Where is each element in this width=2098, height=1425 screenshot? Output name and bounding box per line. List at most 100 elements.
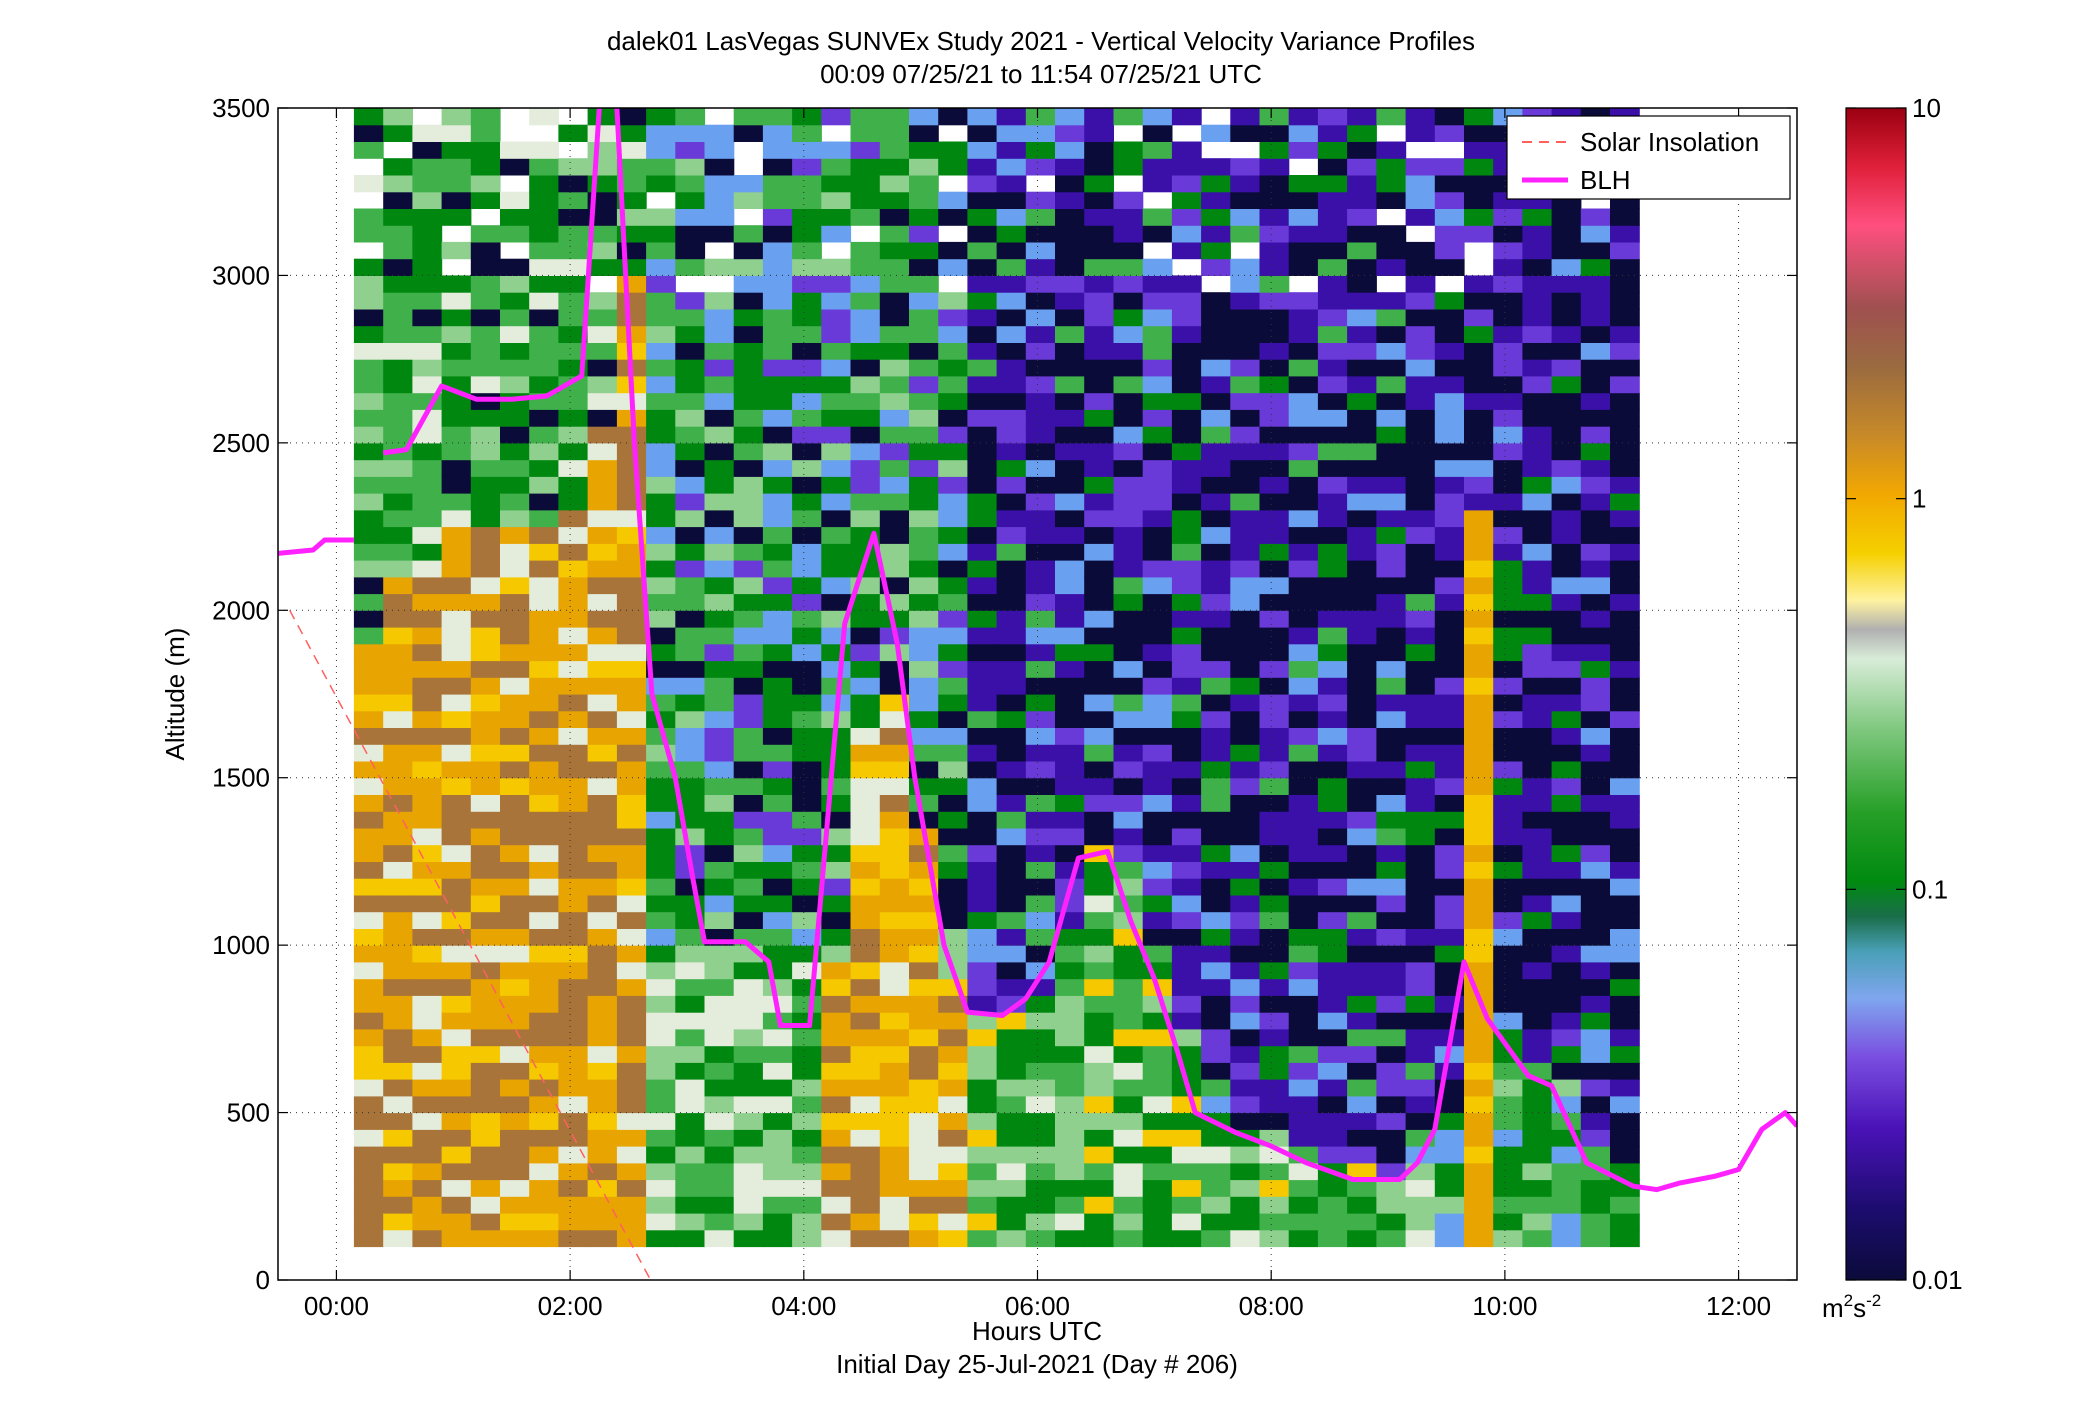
- heatmap-cell: [353, 175, 384, 193]
- heatmap-cell: [383, 777, 413, 795]
- heatmap-cell: [1025, 1012, 1056, 1030]
- heatmap-cell: [967, 928, 998, 946]
- heatmap-cell: [1522, 375, 1553, 394]
- heatmap-cell: [1230, 928, 1261, 946]
- heatmap-cell: [412, 560, 443, 578]
- heatmap-cell: [1230, 108, 1261, 126]
- heatmap-cell: [1288, 308, 1319, 327]
- heatmap-cell: [821, 1012, 852, 1030]
- heatmap-cell: [1317, 526, 1348, 544]
- heatmap-cell: [1317, 208, 1348, 226]
- heatmap-cell: [412, 961, 443, 980]
- heatmap-cell: [996, 978, 1027, 996]
- heatmap-cell: [1610, 1229, 1640, 1248]
- heatmap-cell: [1055, 292, 1085, 310]
- heatmap-cell: [500, 459, 530, 477]
- heatmap-cell: [1522, 610, 1553, 628]
- heatmap-cell: [529, 1045, 559, 1063]
- heatmap-cell: [675, 392, 706, 410]
- heatmap-cell: [500, 1179, 530, 1197]
- heatmap-cell: [616, 241, 647, 260]
- heatmap-cell: [1084, 744, 1114, 762]
- heatmap-cell: [704, 442, 735, 461]
- heatmap-cell: [1113, 308, 1144, 327]
- heatmap-cell: [1230, 308, 1261, 327]
- heatmap-cell: [1288, 1028, 1319, 1047]
- heatmap-cell: [1376, 761, 1407, 779]
- heatmap-cell: [850, 878, 881, 896]
- heatmap-cell: [1142, 710, 1173, 728]
- heatmap-cell: [500, 827, 530, 846]
- heatmap-cell: [1230, 375, 1261, 394]
- heatmap-cell: [412, 827, 443, 846]
- heatmap-cell: [500, 727, 530, 745]
- heatmap-cell: [1142, 1162, 1173, 1181]
- heatmap-cell: [383, 108, 413, 126]
- heatmap-cell: [1522, 761, 1553, 779]
- heatmap-cell: [500, 1112, 530, 1130]
- heatmap-cell: [1113, 208, 1144, 226]
- heatmap-cell: [1551, 643, 1582, 662]
- heatmap-cell: [1288, 225, 1319, 243]
- heatmap-cell: [1493, 878, 1523, 896]
- heatmap-cell: [792, 593, 822, 611]
- heatmap-cell: [733, 225, 764, 243]
- heatmap-cell: [1201, 878, 1231, 896]
- heatmap-cell: [383, 744, 413, 762]
- heatmap-cell: [558, 275, 589, 293]
- heatmap-cell: [1317, 627, 1348, 645]
- heatmap-cell: [792, 1045, 822, 1063]
- heatmap-cell: [938, 208, 968, 226]
- heatmap-cell: [1084, 108, 1114, 126]
- heatmap-cell: [1317, 660, 1348, 678]
- heatmap-cell: [792, 124, 822, 142]
- heatmap-cell: [1493, 576, 1523, 595]
- heatmap-cell: [529, 409, 559, 427]
- heatmap-cell: [1288, 325, 1319, 343]
- heatmap-cell: [1288, 258, 1319, 276]
- heatmap-cell: [1113, 677, 1144, 695]
- heatmap-cell: [1171, 308, 1202, 327]
- heatmap-cell: [441, 141, 472, 159]
- heatmap-cell: [733, 627, 764, 645]
- heatmap-cell: [1317, 894, 1348, 913]
- heatmap-cell: [1347, 191, 1377, 209]
- heatmap-cell: [792, 911, 822, 929]
- heatmap-cell: [558, 1229, 589, 1248]
- heatmap-cell: [1084, 978, 1114, 996]
- heatmap-cell: [1055, 627, 1085, 645]
- heatmap-cell: [1171, 241, 1202, 260]
- heatmap-cell: [879, 175, 910, 193]
- heatmap-cell: [587, 208, 618, 226]
- heatmap-cell: [1288, 392, 1319, 410]
- heatmap-cell: [1405, 744, 1436, 762]
- heatmap-cell: [938, 1146, 968, 1164]
- heatmap-cell: [704, 710, 735, 728]
- heatmap-cell: [1288, 526, 1319, 544]
- heatmap-cell: [1201, 1028, 1231, 1047]
- heatmap-cell: [996, 894, 1027, 913]
- heatmap-cell: [909, 1062, 939, 1080]
- heatmap-cell: [1171, 493, 1202, 511]
- heatmap-cell: [1580, 995, 1611, 1013]
- heatmap-cell: [1201, 158, 1231, 176]
- heatmap-cell: [470, 459, 501, 477]
- heatmap-cell: [762, 1213, 793, 1231]
- x-tick-label: 02:00: [538, 1291, 603, 1321]
- heatmap-cell: [850, 911, 881, 929]
- heatmap-cell: [383, 995, 413, 1013]
- heatmap-cell: [996, 1045, 1027, 1063]
- heatmap-cell: [1259, 643, 1290, 662]
- heatmap-cell: [996, 627, 1027, 645]
- heatmap-cell: [996, 191, 1027, 209]
- heatmap-cell: [879, 292, 910, 310]
- heatmap-cell: [353, 1229, 384, 1248]
- heatmap-cell: [762, 811, 793, 829]
- heatmap-cell: [1055, 225, 1085, 243]
- heatmap-cell: [938, 593, 968, 611]
- heatmap-cell: [441, 576, 472, 595]
- heatmap-cell: [1171, 660, 1202, 678]
- heatmap-cell: [1493, 961, 1523, 980]
- heatmap-cell: [587, 710, 618, 728]
